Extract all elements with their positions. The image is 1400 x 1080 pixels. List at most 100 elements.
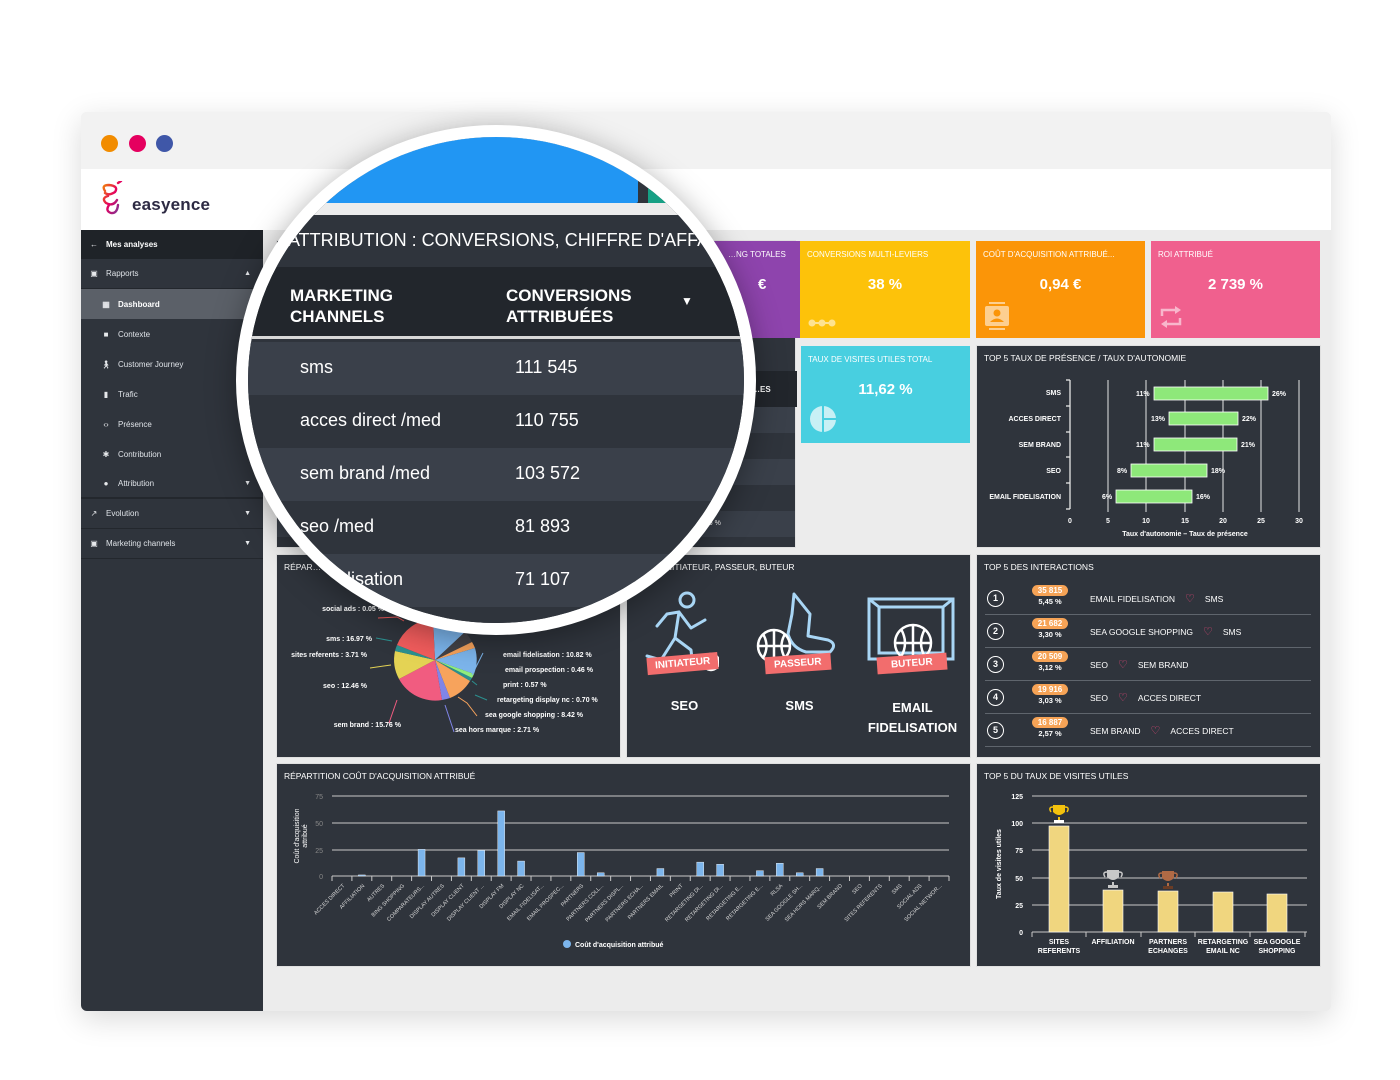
- kpi-value: 2 739 %: [1207, 276, 1264, 293]
- table-row[interactable]: acces direct /med 110 755: [248, 395, 744, 448]
- legend-label: Coût d'acquisition attribué: [575, 942, 663, 949]
- channel-b: ACCES DIRECT: [1170, 725, 1234, 736]
- rank-circle: 4: [987, 688, 1004, 706]
- kpi-value: 38 %: [867, 276, 903, 293]
- svg-text:0: 0: [1019, 930, 1023, 937]
- window-close-button[interactable]: [101, 135, 118, 152]
- arrow-left-icon: ←: [90, 240, 98, 249]
- svg-text:SEO: SEO: [851, 883, 864, 896]
- sidebar-item-evolution[interactable]: ↗ Evolution ▼: [81, 499, 263, 529]
- sidebar-back-mes-analyses[interactable]: ← Mes analyses: [81, 230, 263, 259]
- interaction-row[interactable]: 1 35 815 5,45 % EMAIL FIDELISATION ♡ SMS: [985, 582, 1311, 615]
- table-row[interactable]: sem brand /med 103 572: [248, 448, 744, 501]
- interaction-row[interactable]: 3 20 509 3,12 % SEO ♡ SEM BRAND: [985, 648, 1311, 681]
- table-row[interactable]: …fidelisation 71 107: [248, 554, 744, 607]
- svg-text:DISPLAY CLIENT ...: DISPLAY CLIENT ...: [446, 883, 486, 923]
- sidebar-item-label: Evolution: [106, 509, 139, 518]
- svg-text:25: 25: [315, 848, 323, 855]
- sidebar-item-contribution[interactable]: ✱ Contribution: [81, 439, 263, 469]
- sidebar-item-presence[interactable]: ‹› Présence: [81, 409, 263, 439]
- channel-a: SEA GOOGLE SHOPPING: [1090, 626, 1193, 637]
- kpi-tile-cout-acquisition[interactable]: COÛT D'ACQUISITION ATTRIBUÉ... 0,94 €: [976, 241, 1145, 338]
- svg-text:Taux de visites utiles: Taux de visites utiles: [996, 829, 1003, 899]
- kpi-tile-taux-visites-utiles[interactable]: TAUX DE VISITES UTILES TOTAL 11,62 %: [801, 346, 970, 443]
- kpi-title: ROI ATTRIBUÉ: [1158, 250, 1213, 259]
- magnified-green-tab[interactable]: [648, 183, 688, 203]
- interaction-count-badge: 35 815: [1032, 585, 1068, 596]
- column-header-marketing-channels[interactable]: MARKETING CHANNELS: [290, 286, 393, 326]
- svg-text:30: 30: [1295, 518, 1303, 525]
- buteur-channel: EMAIL FIDELISATION: [867, 700, 958, 735]
- window-maximize-button[interactable]: [156, 135, 173, 152]
- sidebar-item-label: Rapports: [106, 269, 139, 278]
- sort-desc-icon[interactable]: ▼: [681, 294, 693, 308]
- caret-down-icon: ▼: [244, 510, 251, 517]
- svg-text:SEA GOOGLE SH...: SEA GOOGLE SH...: [765, 883, 805, 923]
- channel-a: SEO: [1090, 659, 1108, 670]
- kpi-value: 0,94 €: [1039, 276, 1082, 293]
- bronze-trophy-icon: [1158, 871, 1178, 889]
- table-row[interactable]: sms 111 545: [248, 342, 744, 395]
- sidebar-item-dashboard[interactable]: ▦ Dashboard: [81, 289, 263, 319]
- visits-utiles-chart-card: TOP 5 DU TAUX DE VISITES UTILES 125 100 75…: [976, 763, 1321, 967]
- sidebar-item-label: Contexte: [118, 329, 151, 339]
- svg-text:21%: 21%: [1241, 442, 1256, 449]
- kpi-title: COÛT D'ACQUISITION ATTRIBUÉ...: [983, 250, 1115, 259]
- interaction-row[interactable]: 5 16 887 2,57 % SEM BRAND ♡ ACCES DIRECT: [985, 714, 1311, 747]
- svg-text:0: 0: [1068, 518, 1072, 525]
- interaction-row[interactable]: 4 19 916 3,03 % SEO ♡ ACCES DIRECT: [985, 681, 1311, 714]
- interaction-count-badge: 19 916: [1032, 684, 1068, 695]
- svg-text:PRINT: PRINT: [669, 883, 685, 899]
- sidebar-item-attribution[interactable]: ● Attribution ▼: [81, 469, 263, 499]
- svg-text:10: 10: [1142, 518, 1150, 525]
- svg-text:RETARGETING E...: RETARGETING E...: [705, 883, 744, 922]
- magnified-blue-tab[interactable]: [288, 137, 638, 203]
- magnified-table-header: MARKETING CHANNELS CONVERSIONS ATTRIBUÉE…: [248, 267, 744, 339]
- column-header-conversions-attribuees[interactable]: CONVERSIONS ATTRIBUÉES: [506, 286, 632, 326]
- window-minimize-button[interactable]: [129, 135, 146, 152]
- gold-trophy-icon: [1049, 805, 1069, 823]
- magnified-card-title: ATTRIBUTION : CONVERSIONS, CHIFFRE D'AFF…: [288, 230, 710, 250]
- initiateur-channel: SEO: [670, 698, 699, 713]
- pie-label: sms : 16.97 %: [326, 636, 373, 643]
- svg-text:Coût d'acquisition: Coût d'acquisition: [294, 808, 301, 863]
- rank-circle: 3: [987, 655, 1004, 673]
- svg-text:8%: 8%: [1117, 468, 1128, 475]
- svg-text:11%: 11%: [1136, 442, 1150, 449]
- svg-text:SEA GOOGLE: SEA GOOGLE: [1254, 939, 1301, 946]
- logo[interactable]: easyence: [99, 181, 210, 217]
- interaction-row[interactable]: 2 21 682 3,30 % SEA GOOGLE SHOPPING ♡ SMS: [985, 615, 1311, 648]
- svg-text:PARTNERS EMAIL: PARTNERS EMAIL: [627, 883, 665, 921]
- magnifier-lens: ATTRIBUTION : CONVERSIONS, CHIFFRE D'AFF…: [236, 125, 756, 635]
- channel-cell: sem brand /med: [300, 463, 431, 483]
- kpi-title: CONVERSIONS MULTI-LEVIERS: [807, 250, 929, 259]
- channel-b: SMS: [1222, 626, 1242, 637]
- sidebar-item-contexte[interactable]: ■ Contexte: [81, 319, 263, 349]
- conversions-cell: 103 572: [515, 463, 581, 483]
- conversions-cell: 71 107: [515, 569, 571, 589]
- table-row[interactable]: seo /med 81 893: [248, 501, 744, 554]
- sidebar-back-label: Mes analyses: [106, 240, 158, 249]
- table-row: [248, 607, 744, 623]
- interaction-pct: 3,03 %: [1038, 696, 1062, 705]
- svg-text:26%: 26%: [1272, 391, 1287, 398]
- sidebar-item-label: Présence: [118, 419, 152, 429]
- ball-icon: ●: [103, 478, 109, 488]
- kpi-value: 11,62 %: [858, 381, 913, 398]
- svg-text:AUTRES: AUTRES: [366, 883, 386, 903]
- sidebar-item-marketing-channels[interactable]: ▣ Marketing channels ▼: [81, 529, 263, 559]
- kpi-title: …NG TOTALES: [728, 250, 786, 259]
- svg-text:SMS: SMS: [1046, 390, 1062, 397]
- heart-icon: ♡: [1150, 725, 1161, 737]
- kpi-tile-roi-attribue[interactable]: ROI ATTRIBUÉ 2 739 %: [1151, 241, 1320, 338]
- sidebar-item-customer-journey[interactable]: 🚶︎ Customer Journey: [81, 349, 263, 379]
- channel-b: SEM BRAND: [1137, 659, 1189, 670]
- sidebar-item-rapports[interactable]: ▣ Rapports ▲: [81, 259, 263, 289]
- channel-a: EMAIL FIDELISATION: [1090, 593, 1176, 604]
- caret-up-icon: ▲: [244, 270, 251, 277]
- kpi-tile-conversions-multi-leviers[interactable]: CONVERSIONS MULTI-LEVIERS 38 %: [800, 241, 970, 338]
- rank-circle: 5: [987, 721, 1004, 739]
- svg-text:SHOPPING: SHOPPING: [1259, 948, 1297, 955]
- sidebar-item-trafic[interactable]: ▮ Trafic: [81, 379, 263, 409]
- channels-icon: ▣: [90, 539, 98, 548]
